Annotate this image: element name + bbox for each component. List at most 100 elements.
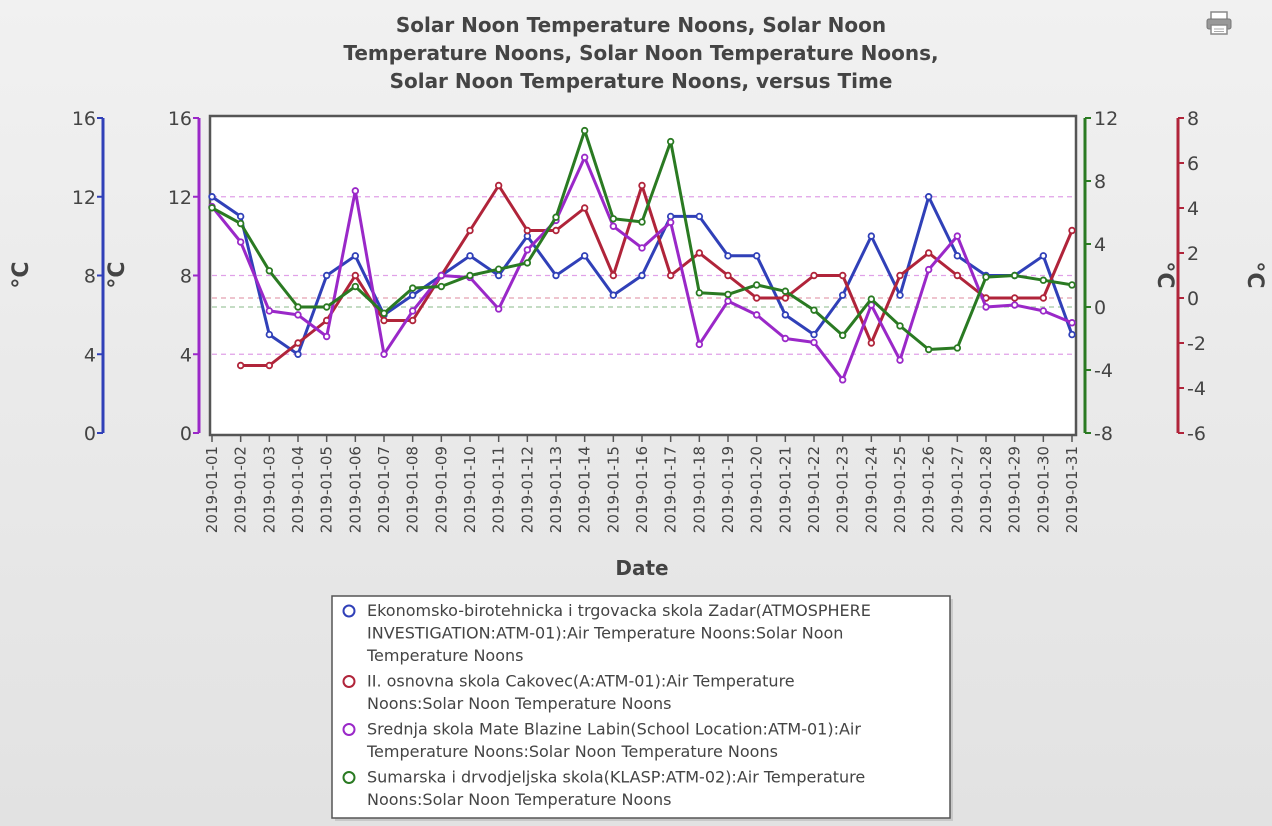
data-point [437, 282, 446, 291]
red-axis-tick-label: 4 [1187, 198, 1199, 220]
x-axis-tick-label: 2019-01-20 [748, 446, 766, 533]
data-point [523, 259, 532, 267]
x-axis-tick-label: 2019-01-24 [862, 446, 880, 533]
x-axis-tick-label: 2019-01-11 [490, 446, 508, 533]
green-axis-tick-label: 0 [1094, 297, 1106, 319]
data-point [265, 361, 274, 370]
data-point [236, 238, 245, 246]
data-point [294, 339, 302, 347]
blue-axis-tick-label: 16 [72, 108, 96, 130]
blue-axis-tick-label: 8 [84, 266, 96, 288]
data-point [466, 226, 474, 235]
data-point [236, 219, 245, 228]
legend-entry-text: Temperature Noons [366, 646, 523, 665]
data-point [494, 181, 503, 190]
plot-border [208, 114, 1078, 437]
legend-marker [342, 604, 356, 618]
x-axis-tick-label: 2019-01-15 [604, 446, 622, 533]
data-point [810, 271, 818, 280]
legend-entry-text: Sumarska i drvodjeljska skola(KLASP:ATM-… [367, 768, 865, 787]
series-red [236, 181, 1076, 370]
data-point [1039, 294, 1048, 302]
data-point [494, 271, 503, 280]
data-point [294, 350, 302, 358]
data-point [552, 213, 560, 221]
x-axis-tick-label: 2019-01-13 [547, 446, 565, 533]
data-point [838, 331, 847, 340]
x-axis-tick-label: 2019-01-04 [289, 446, 307, 533]
data-point [609, 271, 618, 280]
purple-axis-tick-label: 0 [180, 423, 192, 445]
data-point [666, 212, 675, 221]
legend-entry-text: Noons:Solar Noon Temperature Noons [367, 694, 672, 713]
data-point [609, 222, 618, 230]
series-line [240, 184, 1074, 367]
data-point [580, 204, 589, 212]
blue-axis-tick-label: 4 [84, 344, 96, 366]
x-axis-tick-label: 2019-01-19 [719, 446, 737, 533]
data-point [265, 267, 274, 275]
legend-entry-text: Temperature Noons:Solar Noon Temperature… [366, 742, 778, 761]
data-point [236, 361, 245, 370]
green-axis-tick-label: -4 [1094, 360, 1113, 382]
green-axis-tick-label: 4 [1094, 234, 1106, 256]
data-point [322, 303, 331, 311]
data-point [380, 309, 388, 317]
x-axis-tick-label: 2019-01-22 [805, 446, 823, 533]
data-point [953, 271, 962, 280]
x-axis-tick-label: 2019-01-23 [834, 446, 852, 533]
data-point [208, 193, 216, 201]
x-axis-tick-label: 2019-01-30 [1034, 446, 1052, 533]
data-point [236, 212, 245, 221]
data-point [466, 252, 474, 260]
data-point [322, 271, 331, 280]
data-point [1068, 319, 1076, 327]
red-axis-tick-label: 8 [1187, 108, 1199, 130]
data-point [351, 271, 360, 280]
data-point [724, 290, 732, 299]
data-point [552, 271, 560, 280]
data-point [666, 218, 675, 227]
data-point [666, 271, 675, 280]
legend-marker [342, 723, 356, 736]
data-point [609, 215, 618, 223]
data-point [580, 153, 589, 162]
printer-icon[interactable] [1205, 10, 1233, 36]
data-point [638, 271, 646, 280]
x-axis-tick-label: 2019-01-12 [518, 446, 536, 533]
data-point [781, 311, 790, 319]
data-point [1039, 252, 1048, 260]
x-axis-tick-label: 2019-01-09 [432, 446, 450, 533]
data-point [408, 316, 417, 325]
data-point [1068, 330, 1076, 339]
data-point [351, 282, 360, 291]
x-axis-tick-label: 2019-01-28 [977, 446, 995, 533]
x-axis-tick-label: 2019-01-03 [260, 446, 278, 533]
x-axis-tick-label: 2019-01-02 [232, 446, 250, 533]
data-point [552, 226, 560, 235]
data-point [982, 273, 990, 281]
data-point [810, 330, 818, 339]
x-axis-tick-label: 2019-01-21 [776, 446, 794, 533]
purple-axis-tick-label: 4 [180, 344, 192, 366]
data-point [294, 303, 302, 311]
purple-axis-unit: °C [105, 261, 130, 288]
x-axis-tick-label: 2019-01-05 [318, 446, 336, 533]
data-point [838, 271, 847, 280]
data-point [408, 291, 417, 299]
legend-box [331, 595, 951, 819]
chart-title-line: Temperature Noons, Solar Noon Temperatur… [343, 41, 938, 65]
data-point [982, 303, 990, 311]
data-point [494, 305, 503, 313]
data-point [781, 287, 790, 295]
data-point [322, 332, 331, 341]
data-point [752, 311, 761, 319]
purple-axis-tick-label: 12 [168, 187, 192, 209]
data-point [523, 246, 532, 254]
blue-axis-tick-label: 12 [72, 187, 96, 209]
x-axis-tick-label: 2019-01-18 [690, 446, 708, 533]
data-point [867, 295, 876, 303]
x-axis-tick-label: 2019-01-10 [461, 446, 479, 533]
x-axis-tick-label: 2019-01-14 [576, 446, 594, 533]
